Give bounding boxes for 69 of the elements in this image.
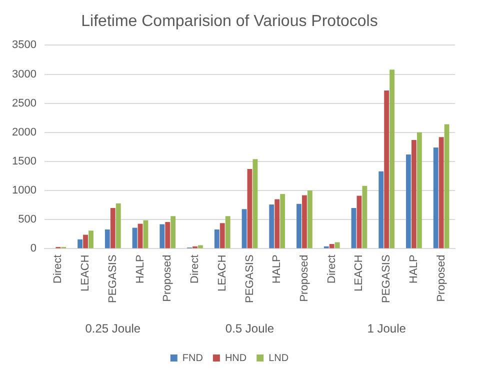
bar: [143, 220, 148, 248]
x-tick-label: HALP: [271, 254, 284, 284]
bar: [302, 195, 307, 248]
bar: [225, 216, 230, 248]
bar: [329, 244, 334, 248]
x-tick-label: Direct: [326, 254, 338, 284]
y-tick-label: 1500: [12, 156, 36, 168]
y-tick-label: 3500: [12, 39, 36, 52]
chart-title: Lifetime Comparision of Various Protocols: [81, 13, 378, 30]
x-tick-label: PEGASIS: [244, 254, 256, 303]
bar: [384, 90, 390, 248]
x-tick-label: LEACH: [353, 254, 366, 292]
bar: [280, 194, 286, 248]
x-tick-label: HALP: [408, 254, 420, 284]
bar: [444, 124, 450, 248]
x-tick-label: Direct: [189, 254, 202, 284]
x-tick-label: Direct: [52, 254, 64, 284]
x-tick-label: PEGASIS: [106, 254, 119, 303]
bar: [170, 216, 176, 248]
bar: [198, 245, 203, 248]
bar: [438, 137, 444, 248]
bar: [296, 204, 302, 248]
bar: [160, 224, 165, 248]
x-tick-label: Proposed: [162, 254, 174, 302]
bar: [104, 230, 110, 248]
y-tick-label: 2500: [12, 97, 36, 110]
bar: [242, 209, 247, 248]
bar: [433, 148, 438, 248]
x-tick-label: PEGASIS: [380, 254, 393, 303]
bar: [116, 203, 121, 248]
x-tick-label: Proposed: [435, 254, 448, 302]
bar: [416, 132, 422, 248]
bar: [138, 224, 143, 248]
bar: [252, 159, 258, 248]
bar: [356, 196, 362, 248]
bar: [247, 169, 252, 248]
bar: [411, 140, 416, 248]
bar: [362, 186, 368, 248]
bar: [378, 171, 384, 248]
bar: [214, 230, 220, 248]
bar: [110, 208, 116, 248]
bar: [334, 242, 340, 248]
x-tick-label: Proposed: [298, 254, 311, 302]
legend-label: FND: [182, 352, 203, 364]
x-tick-label: LEACH: [80, 254, 92, 292]
text: 0.5 Joule: [225, 321, 274, 336]
y-tick-label: 3000: [12, 68, 36, 80]
y-tick-label: 0: [30, 242, 36, 255]
legend-label: HND: [224, 352, 247, 364]
bar: [165, 222, 170, 248]
bar: [83, 234, 88, 248]
text: 0.25 Joule: [85, 321, 141, 336]
bar: [269, 204, 274, 248]
bar: [78, 239, 83, 248]
bar: [351, 208, 356, 248]
bar: [390, 70, 395, 248]
bar: [307, 190, 312, 248]
legend-label: LND: [268, 352, 289, 364]
bar: [88, 230, 94, 248]
bar: [406, 154, 411, 248]
x-tick-label: LEACH: [216, 254, 228, 292]
text: 1 Joule: [367, 321, 406, 336]
y-tick-label: 500: [18, 214, 36, 226]
x-tick-label: HALP: [134, 254, 146, 284]
y-tick-label: 1000: [12, 184, 36, 197]
bar: [132, 228, 138, 248]
y-tick-label: 2000: [12, 126, 36, 138]
bar: [274, 199, 280, 248]
bar: [220, 223, 225, 248]
